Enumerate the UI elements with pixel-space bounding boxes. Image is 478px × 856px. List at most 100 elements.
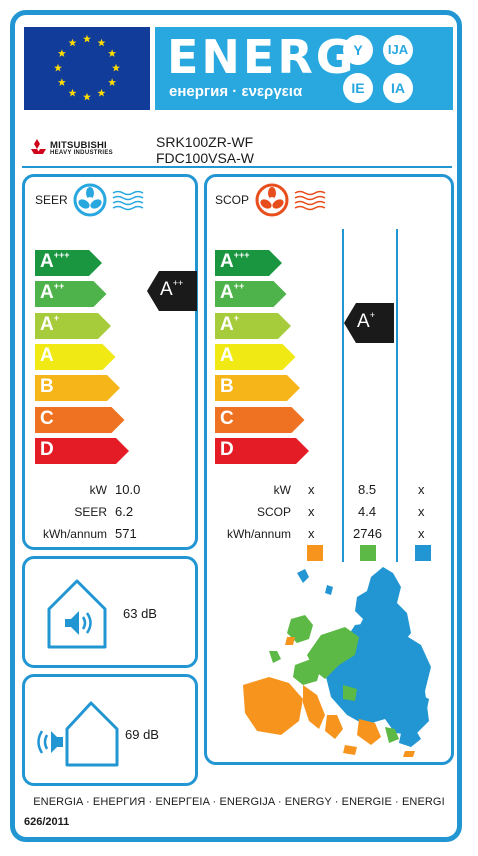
- regulation-number: 626/2011: [24, 816, 70, 828]
- lang-badge-ija: IJA: [383, 35, 413, 65]
- zone-swatch-average: [360, 545, 376, 561]
- seer-class-arrow: A+++: [35, 250, 103, 276]
- scop-class-arrow: A++: [215, 281, 288, 308]
- seer-kwh-label: kWh/annum: [42, 527, 107, 541]
- eu-star: [97, 38, 106, 47]
- scop-kw-label: kW: [273, 483, 291, 497]
- eu-star: [83, 92, 91, 101]
- lang-badge-ie: IE: [343, 73, 373, 103]
- indoor-noise-house-icon: [47, 579, 107, 649]
- brand-subline: HEAVY INDUSTRIES: [50, 150, 113, 156]
- scop-kw-average: 8.5: [358, 482, 377, 497]
- europe-climate-map: [243, 567, 431, 757]
- scop-class-arrow: D: [215, 437, 310, 464]
- brand-name: MITSUBISHI: [50, 140, 107, 151]
- seer-class-plus: ++: [53, 281, 65, 292]
- scop-kwh-label: kWh/annum: [226, 527, 291, 541]
- zone-swatch-warm: [307, 545, 323, 561]
- energy-subtitle: енергия · ενεργεια: [169, 83, 303, 100]
- outdoor-noise-house-icon: [37, 701, 119, 767]
- seer-rating-plus: ++: [172, 278, 184, 288]
- outdoor-noise-value: 69 dB: [125, 727, 159, 742]
- seer-class-arrow: A++: [35, 281, 108, 308]
- model-indoor: SRK100ZR-WF: [156, 134, 254, 150]
- scop-class-plus: +: [233, 312, 239, 323]
- seer-class-letter: A: [40, 313, 54, 335]
- seer-class-arrow: A: [35, 343, 117, 370]
- zone-divider-2: [396, 229, 398, 562]
- seer-class-letter: C: [40, 407, 54, 429]
- lang-badge-ia: IA: [383, 73, 413, 103]
- seer-class-letter: A: [40, 344, 54, 366]
- scop-class-arrow: A: [215, 343, 297, 370]
- seer-class-letter: D: [40, 438, 54, 460]
- eu-star: [68, 38, 77, 47]
- scop-panel: SCOP A+++ A++ A+ A B C D A+ kW x 8.5 x SCOP x …: [204, 174, 454, 765]
- zone-swatch-cold: [415, 545, 431, 561]
- eu-star: [97, 88, 106, 97]
- scop-scop-warm: x: [308, 504, 315, 519]
- eu-star: [68, 88, 77, 97]
- scop-kwh-average: 2746: [353, 526, 382, 541]
- seer-class-arrow: B: [35, 375, 121, 402]
- eu-star: [57, 78, 66, 86]
- seer-rating-tag: A++: [147, 271, 197, 311]
- seer-rating-letter: A: [160, 279, 173, 300]
- footer-languages: ENERGIA · ЕНЕРГИЯ · ΕΝΕΡΓΕΙΑ · ENERGIJA …: [33, 796, 445, 808]
- scop-class-letter: D: [220, 438, 234, 460]
- seer-class-plus: +++: [53, 250, 70, 260]
- scop-class-arrow: C: [215, 406, 306, 433]
- seer-class-letter: A: [40, 251, 54, 272]
- seer-kwh-value: 571: [115, 526, 137, 541]
- model-outdoor: FDC100VSA-W: [156, 150, 255, 166]
- scop-class-letter: A: [220, 313, 234, 335]
- scop-class-arrow: A+: [215, 312, 292, 339]
- scop-scop-average: 4.4: [358, 504, 377, 519]
- divider: [22, 166, 452, 168]
- brand-logo: MITSUBISHI HEAVY INDUSTRIES: [26, 138, 138, 160]
- scop-class-plus: +++: [233, 250, 250, 260]
- scop-class-letter: A: [220, 344, 234, 366]
- seer-class-arrow: D: [35, 437, 130, 464]
- seer-kw-value: 10.0: [115, 482, 141, 497]
- cooling-fan-icon: [73, 183, 107, 217]
- eu-stars-icon: [54, 34, 120, 101]
- scop-kwh-cold: x: [418, 526, 425, 541]
- seer-seer-value: 6.2: [115, 504, 134, 519]
- scop-class-letter: A: [220, 251, 234, 272]
- scop-kwh-warm: x: [308, 526, 315, 541]
- scop-rating-letter: A: [357, 311, 370, 332]
- zone-divider-1: [342, 229, 344, 562]
- scop-class-arrow: B: [215, 375, 301, 402]
- seer-panel: SEER A+++ A++ A+ A B C D A++ kW 10.0 SEER 6.2 …: [22, 174, 198, 550]
- eu-star: [108, 49, 117, 57]
- noise-outdoor-panel: 69 dB: [22, 674, 198, 786]
- scop-class-letter: A: [220, 282, 234, 304]
- eu-star: [112, 63, 120, 72]
- scop-class-arrow: A+++: [215, 250, 283, 276]
- scop-kw-cold: x: [418, 482, 425, 497]
- scop-kw-warm: x: [308, 482, 315, 497]
- seer-label: SEER: [35, 193, 68, 207]
- scop-class-letter: B: [220, 376, 234, 398]
- scop-rating-tag: A+: [344, 303, 394, 343]
- seer-class-letter: A: [40, 282, 54, 304]
- scop-scop-cold: x: [418, 504, 425, 519]
- scop-class-letter: C: [220, 407, 234, 429]
- seer-seer-label: SEER: [74, 505, 107, 519]
- warm-air-waves-icon: [294, 190, 326, 211]
- label-frame: [10, 10, 462, 842]
- seer-kw-label: kW: [89, 483, 107, 497]
- energy-band: ENERG енергия · ενεργεια Y IJA IE IA: [155, 27, 453, 110]
- scop-label: SCOP: [215, 193, 250, 207]
- cold-air-waves-icon: [112, 190, 144, 211]
- lang-badge-y: Y: [343, 35, 373, 65]
- three-diamonds-icon: [31, 139, 46, 154]
- eu-star: [54, 63, 62, 72]
- eu-star: [57, 49, 66, 57]
- scop-rating-plus: +: [369, 310, 375, 320]
- indoor-noise-value: 63 dB: [123, 606, 157, 621]
- energy-title: ENERG: [167, 30, 357, 84]
- eu-flag: [24, 27, 150, 110]
- eu-star: [108, 78, 117, 86]
